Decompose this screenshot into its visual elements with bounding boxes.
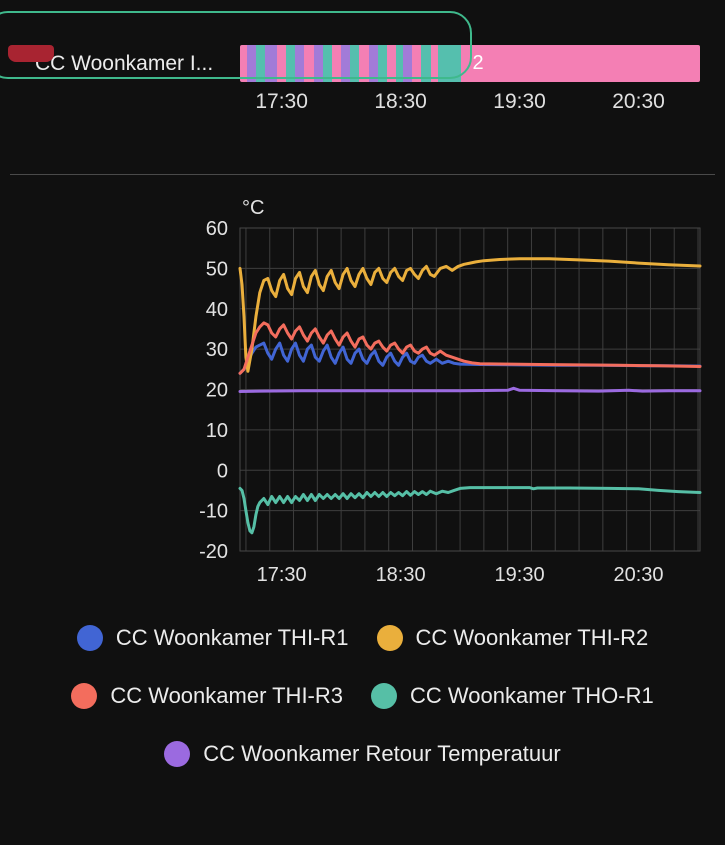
legend-label: CC Woonkamer THI-R3 [110,683,343,708]
y-axis-label: 30 [206,339,228,361]
legend-label: CC Woonkamer Retour Temperatuur [203,741,561,766]
timeline-segment[interactable] [256,45,266,82]
timeline-tick-label: 18:30 [374,90,427,113]
temperature-chart[interactable]: 60 50 40 30 20 10 0 -10 -20 17:30 18:30 19:30 20:30 °… [0,195,725,595]
legend-label: CC Woonkamer THI-R2 [415,625,649,650]
timeline-segment[interactable] [387,45,397,82]
legend-color-dot [76,625,103,651]
legend-item[interactable]: CC Woonkamer Retour Temperatuur [164,741,561,767]
x-axis-label: 19:30 [495,564,545,586]
legend-item[interactable]: CC Woonkamer THI-R2 [376,625,649,651]
y-axis-label: 10 [206,420,228,442]
y-axis-label: 40 [206,299,228,321]
y-axis-label: 20 [206,380,228,402]
legend-item[interactable]: CC Woonkamer THI-R1 [76,625,349,651]
series-line[interactable] [238,486,702,535]
chart-legend: CC Woonkamer THI-R1 CC Woonkamer THI-R2 CC… [0,625,725,767]
chart-unit-label: °C [242,197,264,219]
y-axis-label: -10 [199,501,228,523]
timeline-segment[interactable] [350,45,360,82]
timeline-segment[interactable] [359,45,369,82]
timeline-entity-label: CC Woonkamer I... [35,51,214,75]
history-graph-panel: { "chart_data": [ { "type": "timeline", … [0,11,725,845]
y-axis-label: 60 [206,218,228,240]
timeline-segment[interactable] [403,45,413,82]
y-axis-label: 50 [206,258,228,280]
timeline-segment[interactable] [412,45,422,82]
timeline-tick-label: 20:30 [612,90,665,113]
series-line[interactable] [238,257,702,373]
series-line[interactable] [238,341,702,375]
timeline-segment[interactable] [265,45,277,82]
top-left-badge [8,45,54,62]
timeline-segment[interactable] [368,45,378,82]
y-axis-labels: 60 50 40 30 20 10 0 -10 -20 [199,218,228,563]
timeline-segment[interactable] [331,45,342,82]
section-divider [10,174,715,175]
timeline-tick-label: 17:30 [255,90,308,113]
x-axis-label: 18:30 [376,564,426,586]
timeline-segment[interactable] [322,45,332,82]
timeline-segment[interactable] [246,45,257,82]
x-axis-label: 20:30 [614,564,664,586]
timeline-x-axis: 17:30 18:30 19:30 20:30 [240,90,700,120]
legend-item[interactable]: CC Woonkamer THO-R1 [371,683,654,709]
y-axis-label: -20 [199,541,228,563]
timeline-segment[interactable] [421,45,431,82]
legend-label: CC Woonkamer THI-R1 [115,625,349,650]
x-axis-labels: 17:30 18:30 19:30 20:30 [257,564,664,586]
timeline-segment[interactable] [304,45,314,82]
timeline-segment[interactable] [240,45,247,82]
series-line[interactable] [238,386,702,393]
timeline-segment-label: 2 [472,52,484,74]
series-line[interactable] [238,321,702,375]
timeline-segment[interactable] [377,45,388,82]
timeline-segment[interactable] [430,45,438,82]
timeline-bar[interactable]: 2 [240,45,700,82]
timeline-segment[interactable] [341,45,351,82]
timeline-segment[interactable] [313,45,323,82]
timeline-segment[interactable] [396,45,404,82]
timeline-segment[interactable]: 2 [460,45,700,82]
legend-color-dot [376,625,403,651]
timeline-segment[interactable] [276,45,286,82]
legend-color-dot [164,741,191,767]
x-axis-label: 17:30 [257,564,307,586]
timeline-segment[interactable] [285,45,296,82]
timeline-segment[interactable] [437,45,461,82]
legend-color-dot [71,683,98,709]
timeline-tick-label: 19:30 [493,90,546,113]
legend-label: CC Woonkamer THO-R1 [410,683,654,708]
legend-item[interactable]: CC Woonkamer THI-R3 [71,683,343,709]
legend-color-dot [371,683,397,709]
timeline-row: CC Woonkamer I... 2 [0,45,725,82]
timeline-segment[interactable] [295,45,305,82]
y-axis-label: 0 [217,460,228,482]
